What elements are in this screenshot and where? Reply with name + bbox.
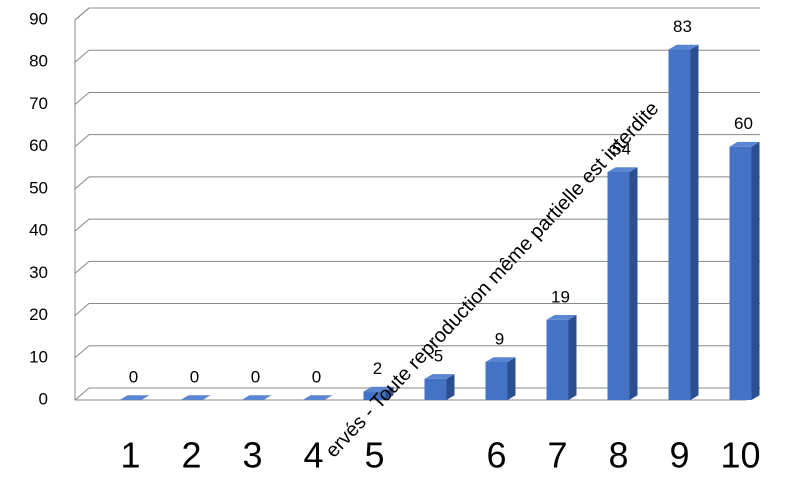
- bar: [424, 378, 447, 400]
- value-label: 19: [551, 287, 570, 306]
- marks: 0 0 0 0 2 5 9 19 54 83 60: [119, 17, 760, 401]
- grid-line: [74, 49, 760, 63]
- x-tick-label: 2: [181, 435, 201, 476]
- axis-wall: [74, 7, 90, 400]
- value-label: 83: [673, 17, 692, 36]
- grid-line: [74, 91, 760, 105]
- value-label: 0: [129, 367, 138, 386]
- y-tick-label: 40: [29, 221, 48, 240]
- value-label: 0: [312, 367, 321, 386]
- y-tick-label: 10: [29, 347, 48, 366]
- bar: [546, 319, 569, 400]
- x-tick-label: 1: [120, 435, 140, 476]
- y-tick-label: 80: [29, 52, 48, 71]
- x-tick-label: 10: [720, 435, 760, 476]
- grid-line: [74, 134, 760, 148]
- y-tick-label: 60: [29, 136, 48, 155]
- grid-line: [74, 387, 760, 401]
- y-tick-label: 50: [29, 178, 48, 197]
- bar: [363, 391, 386, 400]
- bar-top: [424, 374, 455, 379]
- bar-top: [546, 314, 577, 320]
- x-tick-label: 8: [608, 435, 628, 476]
- grid-line: [74, 345, 760, 359]
- bar-top: [180, 395, 211, 400]
- bar-top: [241, 395, 272, 400]
- x-tick-label: 9: [669, 435, 689, 476]
- x-tick-label: 4: [303, 435, 323, 476]
- bar-top: [485, 357, 516, 362]
- bar-side: [690, 44, 699, 400]
- x-tick-label: 3: [242, 435, 262, 476]
- y-tick-label: 90: [29, 9, 48, 28]
- grid-line: [74, 260, 760, 274]
- value-label: 54: [612, 139, 631, 158]
- y-tick-label: 30: [29, 263, 48, 282]
- bar-top: [119, 395, 150, 400]
- bar-side: [751, 141, 760, 400]
- bar: [607, 172, 630, 400]
- bar-top: [668, 44, 699, 50]
- value-label: 9: [495, 329, 504, 348]
- bar: [668, 49, 691, 401]
- bar-side: [446, 374, 455, 400]
- bar-top: [607, 167, 638, 172]
- x-tick-label: 7: [547, 435, 567, 476]
- bar: [485, 362, 508, 400]
- bar-top: [363, 386, 394, 392]
- value-label: 5: [434, 346, 443, 365]
- y-tick-label: 20: [29, 305, 48, 324]
- value-label: 0: [251, 367, 260, 386]
- value-label: 2: [373, 359, 382, 378]
- x-tick-label: 5: [364, 435, 384, 476]
- x-tick-label: 6: [486, 435, 506, 476]
- value-label: 60: [734, 114, 753, 133]
- bar-top: [729, 141, 760, 147]
- bar-top: [302, 395, 333, 400]
- bar-side: [629, 167, 638, 400]
- bar-side: [385, 386, 394, 400]
- grid-line: [74, 218, 760, 232]
- bar: [729, 146, 752, 400]
- value-label: 0: [190, 367, 199, 386]
- y-tick-label: 70: [29, 94, 48, 113]
- bar-side: [507, 357, 516, 400]
- grid-line: [74, 303, 760, 316]
- y-tick-label: 0: [39, 389, 48, 408]
- bar-side: [568, 314, 577, 400]
- grid-line: [74, 176, 760, 190]
- grid-line: [74, 7, 760, 21]
